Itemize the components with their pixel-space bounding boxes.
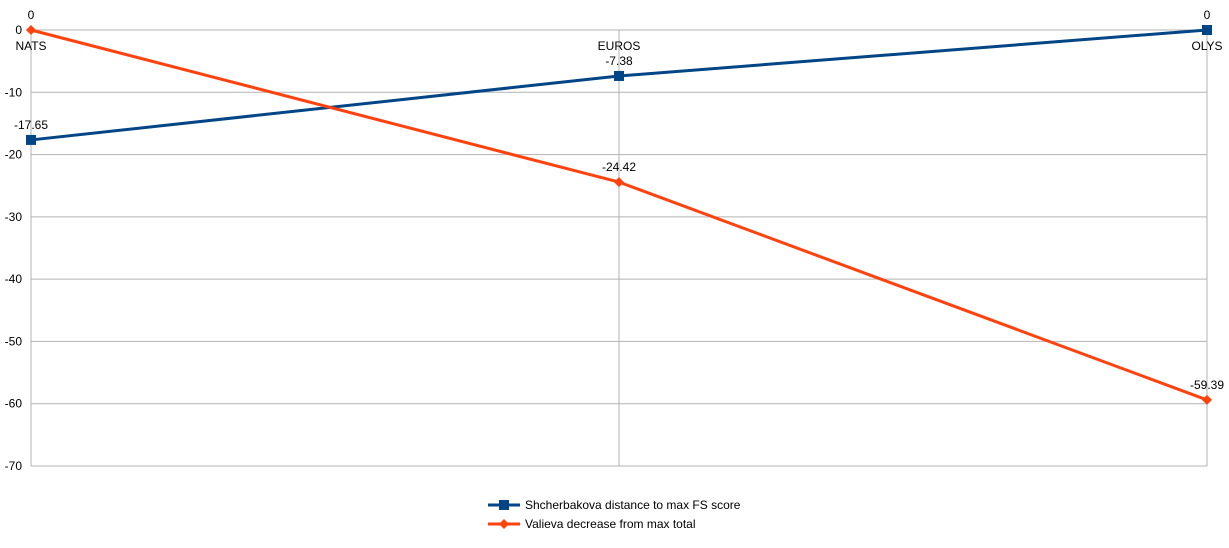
legend-entry: Valieva decrease from max total [525,517,696,531]
data-point-marker [26,25,36,35]
data-label: 0 [28,8,35,22]
data-point-marker [26,134,36,145]
data-label: 0 [1204,8,1211,22]
y-tick-label: -10 [5,85,23,99]
x-category-label: EUROS [598,39,641,53]
data-label: -24.42 [602,160,636,174]
data-point-marker [1202,394,1212,405]
y-tick-label: -50 [5,334,23,348]
x-category-label: NATS [15,39,46,53]
x-category-label: OLYS [1191,39,1222,53]
legend-entry: Shcherbakova distance to max FS score [525,498,741,512]
data-label: -17.65 [14,118,48,132]
data-point-marker [614,70,624,81]
y-tick-label: -20 [5,148,23,162]
y-tick-label: -60 [5,397,23,411]
data-point-marker [1202,25,1212,35]
legend-marker [499,519,509,529]
y-tick-label: -40 [5,272,23,286]
data-point-marker [614,177,624,188]
data-label: -7.38 [605,54,633,68]
y-tick-label: 0 [15,23,22,37]
y-tick-label: -70 [5,459,23,473]
data-label: -59.39 [1190,378,1224,392]
y-tick-label: -30 [5,210,23,224]
legend-marker [499,500,509,510]
